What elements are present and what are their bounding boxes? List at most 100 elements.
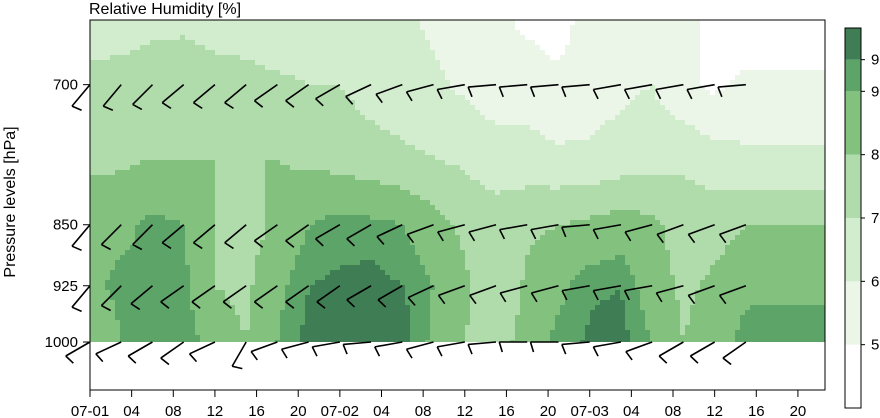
field-cell: [400, 175, 406, 181]
field-cell: [385, 35, 391, 41]
field-cell: [255, 180, 261, 186]
field-cell: [135, 250, 141, 256]
field-cell: [190, 40, 196, 46]
field-cell: [105, 200, 111, 206]
field-cell: [165, 90, 171, 96]
field-cell: [100, 155, 106, 161]
field-cell: [160, 270, 166, 276]
field-cell: [325, 295, 331, 301]
field-cell: [325, 245, 331, 251]
field-cell: [215, 280, 221, 286]
field-cell: [165, 110, 171, 116]
field-cell: [400, 325, 406, 331]
field-cell: [255, 130, 261, 136]
field-cell: [185, 215, 191, 221]
field-cell: [325, 20, 331, 26]
field-cell: [110, 340, 116, 342]
field-cell: [415, 105, 421, 111]
field-cell: [230, 250, 236, 256]
field-cell: [360, 240, 366, 246]
field-cell: [410, 210, 416, 216]
field-cell: [265, 25, 271, 31]
field-cell: [320, 40, 326, 46]
field-cell: [360, 65, 366, 71]
field-cell: [240, 205, 246, 211]
field-cell: [390, 275, 396, 281]
field-cell: [230, 180, 236, 186]
field-cell: [245, 85, 251, 91]
field-cell: [280, 45, 286, 51]
field-cell: [325, 25, 331, 31]
field-cell: [370, 120, 376, 126]
field-cell: [95, 255, 101, 261]
field-cell: [360, 140, 366, 146]
field-cell: [215, 25, 221, 31]
field-cell: [280, 40, 286, 46]
field-cell: [330, 280, 336, 286]
field-cell: [340, 35, 346, 41]
field-cell: [90, 210, 96, 216]
field-cell: [440, 185, 446, 191]
field-cell: [100, 65, 106, 71]
field-cell: [90, 25, 96, 31]
field-cell: [315, 190, 321, 196]
field-cell: [145, 265, 151, 271]
field-cell: [215, 180, 221, 186]
field-cell: [370, 130, 376, 136]
field-cell: [405, 160, 411, 166]
field-cell: [265, 205, 271, 211]
field-cell: [240, 165, 246, 171]
field-cell: [380, 115, 386, 121]
field-cell: [320, 60, 326, 66]
field-cell: [385, 60, 391, 66]
field-cell: [450, 290, 456, 296]
field-cell: [185, 100, 191, 106]
field-cell: [95, 225, 101, 231]
field-cell: [450, 215, 456, 221]
field-cell: [365, 200, 371, 206]
field-cell: [365, 60, 371, 66]
field-cell: [120, 110, 126, 116]
field-cell: [315, 155, 321, 161]
field-cell: [170, 70, 176, 76]
field-cell: [370, 55, 376, 61]
field-cell: [395, 230, 401, 236]
field-cell: [175, 270, 181, 276]
field-cell: [305, 165, 311, 171]
field-cell: [115, 300, 121, 306]
field-cell: [185, 135, 191, 141]
field-cell: [425, 210, 431, 216]
field-cell: [335, 30, 341, 36]
field-cell: [450, 145, 456, 151]
field-cell: [130, 140, 136, 146]
field-cell: [260, 180, 266, 186]
field-cell: [230, 200, 236, 206]
field-cell: [310, 240, 316, 246]
field-cell: [455, 255, 461, 261]
field-cell: [455, 145, 461, 151]
field-cell: [455, 230, 461, 236]
field-cell: [335, 245, 341, 251]
field-cell: [460, 210, 466, 216]
field-cell: [225, 195, 231, 201]
field-cell: [125, 115, 131, 121]
field-cell: [135, 165, 141, 171]
field-cell: [200, 35, 206, 41]
field-cell: [145, 165, 151, 171]
field-cell: [360, 75, 366, 81]
field-cell: [425, 35, 431, 41]
field-cell: [125, 50, 131, 56]
field-cell: [250, 120, 256, 126]
field-cell: [265, 250, 271, 256]
field-cell: [270, 25, 276, 31]
field-cell: [175, 215, 181, 221]
field-cell: [265, 245, 271, 251]
field-cell: [405, 325, 411, 331]
field-cell: [150, 150, 156, 156]
field-cell: [235, 325, 241, 331]
field-cell: [140, 60, 146, 66]
field-cell: [300, 275, 306, 281]
field-cell: [465, 320, 471, 326]
field-cell: [280, 155, 286, 161]
field-cell: [145, 205, 151, 211]
